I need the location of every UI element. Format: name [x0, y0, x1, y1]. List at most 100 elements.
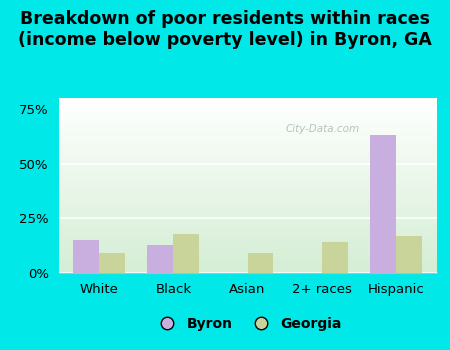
Bar [58, 145, 436, 147]
Bar [58, 177, 436, 178]
Bar [248, 253, 274, 273]
Bar [58, 186, 436, 187]
Bar [58, 219, 436, 220]
Bar [58, 182, 436, 184]
Bar [58, 234, 436, 236]
Text: City-Data.com: City-Data.com [286, 125, 360, 134]
Bar [58, 144, 436, 145]
Bar [58, 117, 436, 119]
Bar [58, 98, 436, 100]
Bar [58, 105, 436, 107]
Bar [58, 224, 436, 226]
Bar [58, 149, 436, 150]
Bar [58, 107, 436, 108]
Bar [58, 252, 436, 254]
Bar [58, 172, 436, 173]
Bar [58, 194, 436, 196]
Bar [58, 158, 436, 159]
Bar [58, 128, 436, 130]
Bar [58, 198, 436, 199]
Bar [58, 189, 436, 191]
Bar [58, 184, 436, 186]
Bar [58, 138, 436, 140]
Bar [396, 236, 422, 273]
Bar [58, 164, 436, 166]
Bar [58, 161, 436, 163]
Bar [58, 114, 436, 116]
Bar [58, 166, 436, 168]
Bar [58, 126, 436, 128]
Bar [58, 199, 436, 201]
Bar [58, 240, 436, 242]
Bar [58, 231, 436, 233]
Bar [58, 245, 436, 247]
Bar [58, 247, 436, 248]
Bar [58, 152, 436, 154]
Bar [58, 154, 436, 156]
Bar [58, 257, 436, 259]
Bar [58, 156, 436, 158]
Bar [370, 135, 396, 273]
Bar [58, 178, 436, 180]
Legend: Byron, Georgia: Byron, Georgia [148, 312, 347, 337]
Bar [58, 100, 436, 101]
Bar [58, 196, 436, 198]
Bar [58, 102, 436, 103]
Bar [58, 108, 436, 110]
Bar [58, 206, 436, 208]
Bar [58, 175, 436, 177]
Bar [58, 116, 436, 117]
Bar [58, 201, 436, 203]
Bar [73, 240, 99, 273]
Bar [58, 121, 436, 122]
Bar [58, 112, 436, 114]
Bar [58, 208, 436, 210]
Bar [322, 243, 347, 273]
Bar [58, 250, 436, 252]
Bar [58, 261, 436, 262]
Bar [58, 130, 436, 131]
Bar [58, 248, 436, 250]
Bar [58, 150, 436, 152]
Bar [58, 119, 436, 121]
Bar [58, 180, 436, 182]
Bar [58, 220, 436, 222]
Bar [58, 110, 436, 112]
Bar [58, 168, 436, 170]
Bar [58, 271, 436, 273]
Bar [58, 262, 436, 264]
Bar [58, 142, 436, 143]
Bar [148, 245, 173, 273]
Bar [58, 193, 436, 194]
Bar [58, 222, 436, 224]
Bar [58, 268, 436, 270]
Bar [58, 266, 436, 268]
Bar [58, 122, 436, 124]
Text: Breakdown of poor residents within races
(income below poverty level) in Byron, : Breakdown of poor residents within races… [18, 10, 432, 49]
Bar [58, 103, 436, 105]
Bar [58, 140, 436, 142]
Bar [58, 124, 436, 126]
Bar [58, 254, 436, 256]
Bar [173, 234, 199, 273]
Bar [58, 229, 436, 231]
Bar [58, 163, 436, 164]
Bar [58, 226, 436, 228]
Bar [58, 270, 436, 271]
Bar [58, 159, 436, 161]
Bar [58, 170, 436, 172]
Bar [58, 135, 436, 136]
Bar [58, 203, 436, 205]
Bar [58, 241, 436, 243]
Bar [58, 256, 436, 257]
Bar [58, 173, 436, 175]
Bar [58, 243, 436, 245]
Bar [58, 233, 436, 234]
Bar [58, 264, 436, 266]
Bar [58, 217, 436, 219]
Bar [99, 253, 125, 273]
Bar [58, 133, 436, 135]
Bar [58, 191, 436, 192]
Bar [58, 212, 436, 214]
Bar [58, 210, 436, 212]
